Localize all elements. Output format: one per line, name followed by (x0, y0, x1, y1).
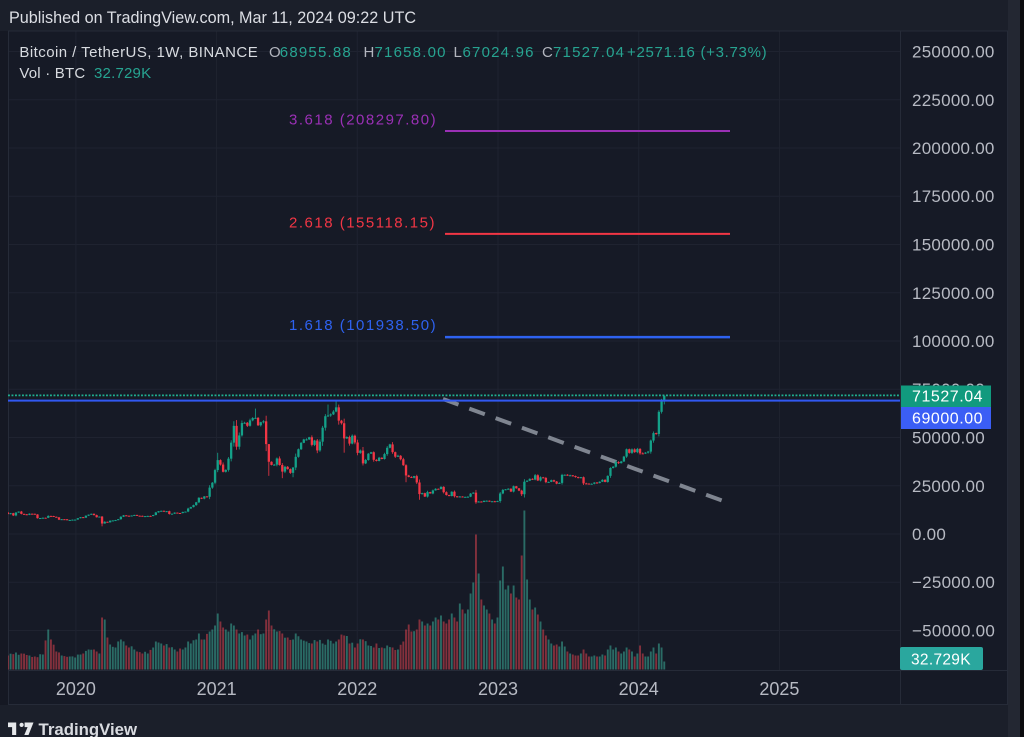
svg-text:200000.00: 200000.00 (912, 139, 995, 158)
svg-text:2023: 2023 (478, 679, 518, 699)
svg-text:H: H (364, 44, 375, 61)
svg-text:225000.00: 225000.00 (912, 91, 995, 110)
svg-text:100000.00: 100000.00 (912, 332, 995, 351)
svg-text:125000.00: 125000.00 (912, 284, 995, 303)
svg-text:68955.88: 68955.88 (280, 44, 352, 61)
svg-text:32.729K: 32.729K (94, 65, 151, 82)
svg-text:−25000.00: −25000.00 (912, 573, 995, 592)
svg-text:L: L (454, 44, 462, 61)
svg-text:2021: 2021 (197, 679, 237, 699)
svg-text:50000.00: 50000.00 (912, 429, 985, 448)
svg-text:O: O (269, 44, 281, 61)
svg-text:71658.00: 71658.00 (375, 44, 447, 61)
svg-text:C: C (542, 44, 553, 61)
svg-text:+2571.16 (+3.73%): +2571.16 (+3.73%) (627, 44, 767, 61)
svg-text:250000.00: 250000.00 (912, 43, 995, 62)
svg-text:71527.04: 71527.04 (912, 389, 983, 406)
svg-text:2022: 2022 (337, 679, 377, 699)
svg-text:Bitcoin / TetherUS, 1W, BINANC: Bitcoin / TetherUS, 1W, BINANCE (19, 44, 258, 61)
svg-text:2025: 2025 (759, 679, 799, 699)
svg-text:71527.04: 71527.04 (553, 44, 625, 61)
svg-text:25000.00: 25000.00 (912, 477, 985, 496)
svg-text:3.618 (208297.80): 3.618 (208297.80) (289, 112, 437, 129)
svg-text:69000.00: 69000.00 (912, 411, 983, 428)
svg-text:2.618 (155118.15): 2.618 (155118.15) (289, 215, 436, 232)
svg-text:Vol · BTC: Vol · BTC (19, 65, 85, 82)
svg-text:1.618 (101938.50): 1.618 (101938.50) (289, 317, 437, 334)
svg-text:TradingView: TradingView (39, 720, 138, 737)
svg-text:32.729K: 32.729K (911, 652, 971, 669)
svg-text:Published on TradingView.com,: Published on TradingView.com, Mar 11, 20… (9, 9, 416, 27)
svg-text:0.00: 0.00 (912, 525, 946, 544)
svg-text:175000.00: 175000.00 (912, 187, 995, 206)
svg-text:−50000.00: −50000.00 (912, 622, 995, 641)
svg-text:150000.00: 150000.00 (912, 236, 995, 255)
svg-text:2024: 2024 (619, 679, 659, 699)
svg-text:67024.96: 67024.96 (463, 44, 535, 61)
svg-text:2020: 2020 (56, 679, 96, 699)
